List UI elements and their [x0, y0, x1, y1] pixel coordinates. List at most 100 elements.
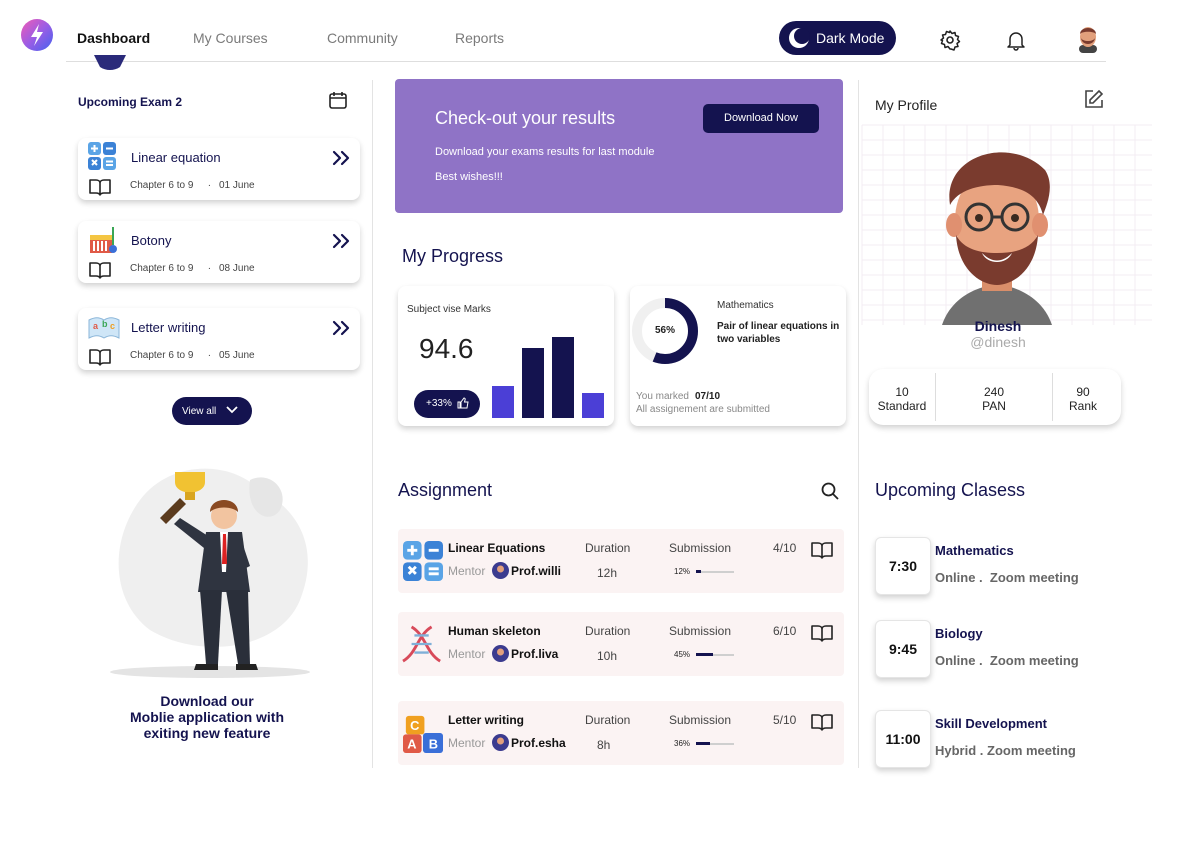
marks-score: 94.6: [419, 333, 474, 364]
change-pill: +33%: [414, 390, 480, 418]
assignment-row[interactable]: [398, 701, 844, 765]
download-button-label: Download Now: [724, 112, 798, 124]
exam-card[interactable]: [78, 138, 360, 200]
assignment-row[interactable]: [398, 529, 844, 593]
chevron-down-icon-part: [226, 406, 238, 414]
book-icon: [89, 349, 111, 366]
assignment-icon-part: [405, 715, 425, 735]
banner-text: Download your exams results for last mod…: [435, 146, 655, 158]
class-subject[interactable]: Skill Development: [935, 716, 1047, 731]
book-icon-part: [89, 179, 111, 196]
settings-icon-part: [940, 30, 961, 51]
stat-value: 90: [1076, 385, 1090, 399]
mentor-avatar-part: [497, 648, 504, 656]
calendar-icon[interactable]: [329, 91, 347, 109]
submission-percent: 12%: [674, 567, 691, 576]
submission-label: Submission: [669, 541, 732, 555]
class-detail: Online . Zoom meeting: [935, 653, 1079, 668]
settings-icon[interactable]: [940, 30, 961, 51]
assignment-row[interactable]: [398, 612, 844, 676]
notification-icon[interactable]: [1007, 30, 1025, 51]
banner-title: Check-out your results: [435, 108, 616, 128]
donut-chart: [632, 298, 698, 364]
exam-card[interactable]: [78, 221, 360, 283]
stat-value: 10: [895, 385, 909, 399]
search-icon[interactable]: [821, 482, 839, 500]
class-time: 9:45: [888, 641, 918, 657]
profile-illustration-part: [949, 152, 1050, 215]
thumb-icon-part: [457, 397, 469, 409]
open-exam-icon[interactable]: [332, 233, 350, 249]
exam-name: Botony: [131, 233, 172, 248]
view-all-label: View all: [182, 406, 217, 417]
nav-link[interactable]: Community: [327, 30, 398, 46]
app-logo-part: [31, 24, 43, 46]
class-detail: Hybrid . Zoom meeting: [935, 743, 1076, 758]
time-box: 9:45: [875, 620, 931, 678]
open-exam-icon[interactable]: [332, 320, 350, 336]
submission-fill: [696, 742, 710, 745]
promo-text: Download our: [160, 693, 254, 709]
open-exam-icon[interactable]: [332, 150, 350, 166]
submission-track: [696, 571, 734, 573]
submission-percent: 45%: [674, 650, 691, 659]
nav-divider: [66, 61, 1106, 62]
submission-label: Submission: [669, 624, 732, 638]
profile-illustration-part-part: [861, 124, 1152, 325]
class-subject[interactable]: Mathematics: [935, 543, 1014, 558]
calendar-icon-part: [329, 93, 347, 109]
stat-value: 240: [983, 385, 1005, 399]
class-time: 11:00: [885, 731, 921, 747]
marked-prefix: You marked: [636, 391, 689, 402]
notification-icon-part: [1007, 32, 1025, 48]
profile-illustration-part: [975, 214, 983, 222]
book-icon[interactable]: [811, 623, 833, 643]
promo-illustration-part: [234, 536, 250, 570]
submission-fill: [696, 570, 701, 573]
book-icon[interactable]: [811, 540, 833, 560]
nav-link[interactable]: Reports: [455, 30, 505, 46]
stats-divider: [1052, 373, 1053, 421]
open-exam-icon-part: [332, 233, 350, 249]
user-avatar-part: [1079, 45, 1097, 53]
chevron-down-icon: [226, 406, 238, 414]
time-box: 7:30: [875, 537, 931, 595]
book-icon[interactable]: [811, 712, 833, 732]
hat-icon: [94, 55, 126, 70]
mentor-avatar: [492, 734, 509, 751]
marked-value: 07/10: [695, 391, 721, 402]
profile-illustration-part: [956, 235, 1038, 285]
exam-icon-part: [88, 317, 120, 339]
promo-illustration-part: [210, 500, 238, 512]
exam-icon-part: [103, 157, 116, 170]
user-avatar[interactable]: [1074, 23, 1102, 53]
book-icon: [89, 179, 111, 196]
view-all-button[interactable]: View all: [172, 397, 252, 425]
promo-illustration-part: [226, 590, 250, 664]
thumb-icon: [457, 397, 469, 409]
submission-percent: 36%: [674, 739, 691, 748]
section-title: Upcoming Clasess: [875, 480, 1026, 500]
search-icon-part: [832, 493, 839, 500]
nav-link[interactable]: Dashboard: [77, 30, 151, 46]
promo-illustration-part: [249, 477, 283, 517]
exam-separator: .: [208, 261, 211, 272]
dark-mode-label: Dark Mode: [816, 30, 885, 46]
exam-card[interactable]: [78, 308, 360, 370]
class-subject[interactable]: Biology: [935, 626, 983, 641]
promo-illustration-part: [185, 492, 195, 500]
exam-icon-part: b: [102, 319, 108, 329]
exam-icon-part: c: [110, 321, 115, 331]
nav-link[interactable]: My Courses: [193, 30, 268, 46]
download-button[interactable]: Download Now: [703, 104, 819, 133]
edit-icon[interactable]: [1084, 89, 1104, 109]
open-exam-icon-part: [332, 320, 350, 336]
exam-name: Letter writing: [131, 320, 206, 335]
time-box: 11:00: [875, 710, 931, 768]
section-title: Assignment: [398, 480, 493, 500]
exam-separator: .: [208, 348, 211, 359]
assignment-icon: [403, 541, 443, 581]
profile-illustration-part: [1032, 213, 1048, 237]
promo-text: exiting new feature: [143, 725, 271, 741]
